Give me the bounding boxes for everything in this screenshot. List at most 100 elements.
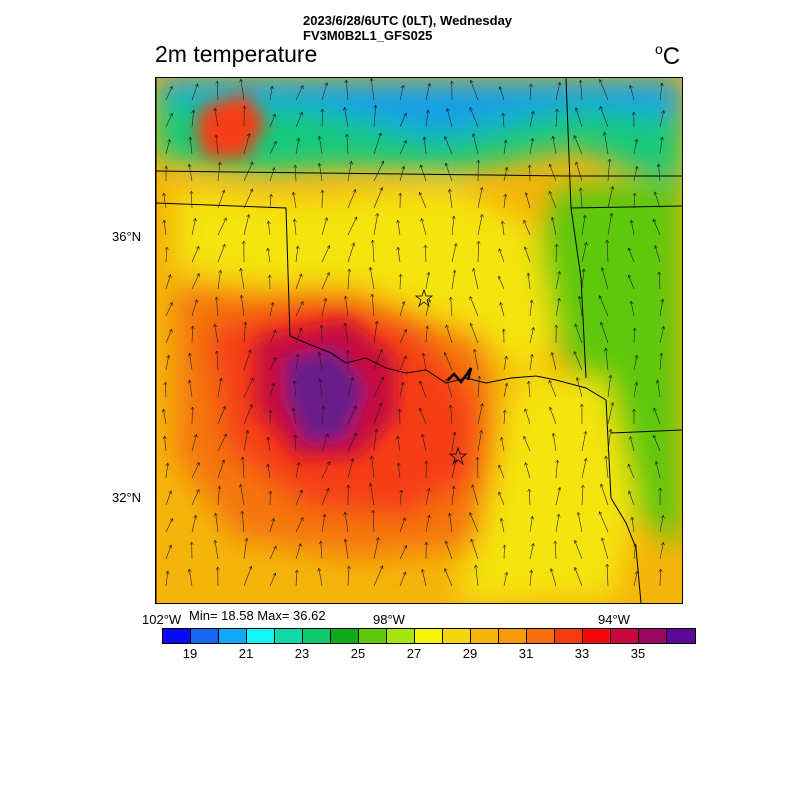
wind-vector — [552, 217, 557, 236]
wind-vector — [165, 491, 171, 506]
wind-vector — [217, 162, 220, 182]
wind-vector — [347, 433, 356, 452]
wind-vector — [165, 519, 173, 533]
wind-vector — [656, 462, 661, 479]
wind-vector — [398, 463, 400, 479]
wind-vector — [217, 218, 226, 236]
wind-vector — [191, 490, 199, 506]
wind-vector — [217, 378, 221, 398]
wind-vector — [295, 86, 303, 101]
wind-vector — [608, 159, 610, 182]
wind-vector — [269, 330, 276, 344]
wind-vector — [451, 405, 452, 425]
wind-vector — [191, 84, 198, 101]
color-legend — [162, 628, 696, 644]
wind-vector — [399, 356, 406, 371]
wind-vector — [659, 137, 662, 155]
wind-vector — [345, 107, 349, 128]
color-swatch — [359, 629, 387, 643]
wind-vector — [420, 408, 427, 425]
wind-vector — [373, 133, 381, 155]
wind-vector — [499, 465, 505, 479]
wind-vector — [659, 272, 660, 290]
wind-vector — [503, 140, 506, 155]
wind-vector — [471, 539, 479, 560]
color-legend-label: 31 — [518, 646, 534, 661]
wind-vector — [550, 407, 557, 425]
wind-vector — [163, 409, 167, 425]
wind-vector — [576, 108, 583, 128]
wind-vector — [503, 383, 507, 398]
wind-vector — [321, 462, 330, 479]
wind-vector — [165, 571, 168, 587]
wind-vector — [269, 114, 275, 128]
wind-vector — [295, 354, 298, 371]
wind-vector — [268, 437, 271, 452]
wind-vector — [423, 353, 427, 371]
wind-vector — [165, 86, 172, 101]
wind-vector — [574, 352, 583, 371]
wind-vector — [579, 296, 583, 317]
lon-label-102w: 102°W — [142, 612, 182, 627]
map-title: 2m temperature — [155, 41, 318, 67]
wind-vector — [270, 194, 271, 209]
wind-vector — [553, 136, 557, 155]
wind-vector — [451, 486, 454, 506]
wind-vector — [373, 161, 384, 182]
temp-region-purple — [286, 348, 366, 443]
wind-vector — [398, 247, 401, 263]
wind-vector — [555, 298, 560, 317]
color-swatch — [247, 629, 275, 643]
wind-vector — [293, 192, 297, 209]
wind-vector — [477, 430, 482, 452]
wind-vector — [190, 353, 193, 371]
wind-vector — [422, 569, 427, 587]
wind-vector — [550, 164, 557, 182]
wind-vector — [632, 517, 635, 533]
wind-vector — [269, 302, 273, 317]
wind-vector — [499, 276, 505, 290]
wind-vector — [295, 138, 299, 155]
wind-vector — [241, 79, 245, 101]
wind-vector — [578, 512, 583, 533]
wind-vectors — [163, 78, 663, 587]
wind-vector — [500, 303, 505, 317]
wind-vector — [370, 267, 375, 290]
wind-vector — [502, 221, 504, 236]
lake-texoma — [447, 367, 473, 384]
wind-vector — [347, 190, 356, 209]
wind-vector — [529, 138, 533, 155]
wind-vector — [581, 80, 583, 101]
wind-vector — [628, 464, 635, 479]
wind-vector — [269, 546, 276, 560]
color-swatch — [555, 629, 583, 643]
color-swatch — [303, 629, 331, 643]
wind-vector — [555, 271, 560, 290]
wind-vector — [529, 354, 532, 371]
wind-vector — [241, 268, 245, 290]
wind-vector — [399, 572, 406, 587]
map-canvas — [156, 78, 682, 603]
wind-vector — [633, 355, 637, 371]
wind-vector — [549, 191, 557, 209]
wind-vector — [556, 460, 558, 479]
wind-vector — [269, 168, 275, 182]
wind-vector — [471, 323, 479, 344]
wind-vector — [345, 512, 349, 533]
wind-vector — [270, 491, 271, 506]
color-swatch — [443, 629, 471, 643]
wind-vector — [501, 518, 505, 533]
wind-vector — [320, 379, 323, 398]
wind-vector — [574, 136, 583, 155]
wind-vector — [191, 515, 196, 533]
wind-vector — [373, 188, 382, 209]
wind-vector — [321, 434, 328, 452]
wind-vector — [654, 435, 661, 452]
wind-vector — [658, 164, 660, 182]
wind-vector — [217, 190, 224, 209]
wind-vector — [294, 381, 296, 398]
wind-vector — [269, 384, 274, 398]
wind-vector — [321, 514, 325, 533]
wind-vector — [347, 378, 353, 398]
wind-vector — [450, 513, 453, 533]
